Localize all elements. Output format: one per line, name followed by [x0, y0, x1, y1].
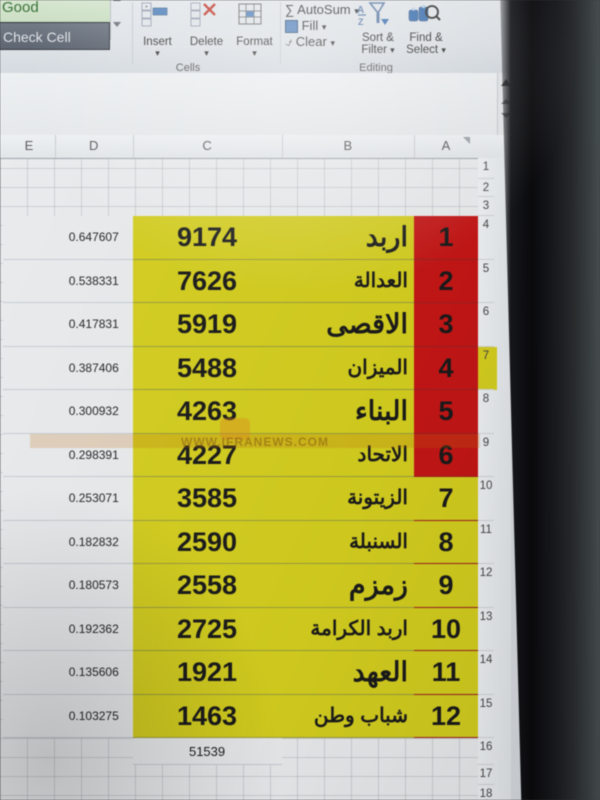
svg-text:Z: Z [358, 17, 364, 27]
